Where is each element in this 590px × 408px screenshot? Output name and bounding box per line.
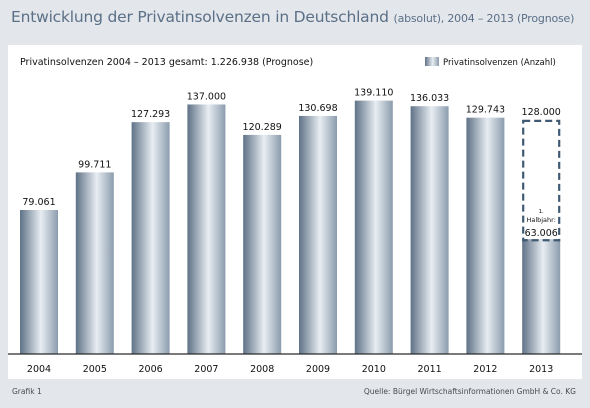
chart-panel: Privatinsolvenzen 2004 – 2013 gesamt: 1.… bbox=[8, 45, 582, 379]
chart-title-main: Entwicklung der Privatinsolvenzen in Deu… bbox=[11, 8, 389, 26]
bar-2011 bbox=[410, 106, 449, 354]
value-label-2012: 129.743 bbox=[466, 105, 505, 116]
bar-2004 bbox=[20, 209, 58, 354]
x-tick-label-2013: 2013 bbox=[529, 364, 553, 375]
chart-title-sub: (absolut), 2004 – 2013 (Prognose) bbox=[393, 12, 575, 25]
bar-2006 bbox=[131, 122, 170, 354]
value-label-2009: 130.698 bbox=[298, 103, 337, 114]
annotation-line-1: 1. bbox=[539, 209, 544, 215]
x-tick-label-2008: 2008 bbox=[250, 364, 274, 375]
legend-swatch bbox=[425, 57, 439, 66]
value-label-2005: 99.711 bbox=[78, 159, 111, 170]
bar-2012 bbox=[466, 117, 505, 354]
bar-2005 bbox=[75, 172, 114, 354]
graphic-number: Grafik 1 bbox=[12, 387, 42, 396]
forecast-dashed-box bbox=[522, 119, 561, 242]
x-tick-label-2012: 2012 bbox=[473, 364, 497, 375]
x-tick-label-2005: 2005 bbox=[83, 364, 107, 375]
value-label-2006: 127.293 bbox=[131, 109, 170, 120]
x-tick-label-2006: 2006 bbox=[139, 364, 163, 375]
annotation-line-2: Halbjahr: bbox=[526, 216, 555, 224]
chart-title: Entwicklung der Privatinsolvenzen in Deu… bbox=[11, 8, 586, 26]
value-label-2011: 136.033 bbox=[410, 93, 449, 104]
x-tick-label-2009: 2009 bbox=[306, 364, 330, 375]
bar-2010 bbox=[354, 100, 393, 355]
bar-2008 bbox=[243, 134, 282, 354]
value-label-2007: 137.000 bbox=[187, 91, 226, 102]
bar-chart: Privatinsolvenzen 2004 – 2013 gesamt: 1.… bbox=[8, 57, 582, 375]
x-tick-label-2010: 2010 bbox=[362, 364, 386, 375]
value-label-2010: 139.110 bbox=[354, 88, 393, 99]
legend-label: Privatinsolvenzen (Anzahl) bbox=[443, 58, 556, 68]
value-label-2008: 120.289 bbox=[243, 122, 282, 133]
chart-subtitle: Privatinsolvenzen 2004 – 2013 gesamt: 1.… bbox=[20, 57, 313, 68]
value-label-2004: 79.061 bbox=[22, 197, 55, 208]
bar-2009 bbox=[299, 115, 337, 354]
x-tick-label-2007: 2007 bbox=[194, 364, 218, 375]
value-label-2013: 63.006 bbox=[525, 228, 558, 239]
x-tick-label-2004: 2004 bbox=[27, 364, 51, 375]
bar-2013 bbox=[522, 239, 561, 354]
bar-2007 bbox=[187, 104, 226, 354]
x-tick-label-2011: 2011 bbox=[418, 364, 442, 375]
forecast-value-label: 128.000 bbox=[522, 107, 561, 118]
source-note: Quelle: Bürgel Wirtschaftsinformationen … bbox=[363, 387, 576, 396]
